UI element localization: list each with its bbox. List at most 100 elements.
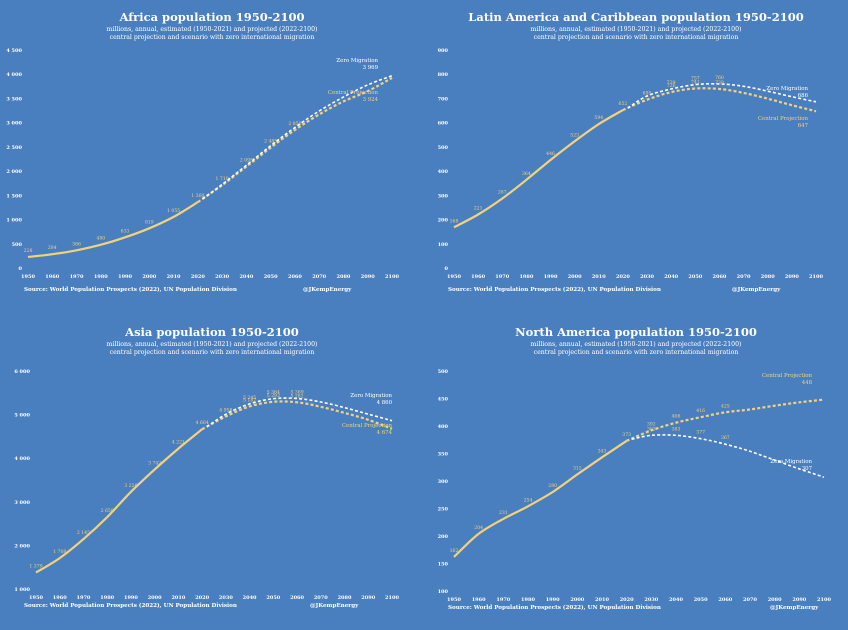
y-tick-label: 600 — [438, 121, 449, 127]
x-tick-label: 1970 — [495, 274, 509, 280]
x-tick-label: 2070 — [743, 597, 757, 603]
x-tick-label: 1980 — [100, 595, 114, 601]
chart-subtitle: millions, annual, estimated (1950-2021) … — [424, 341, 848, 357]
legend-zero-migration: Zero Migration 307 — [770, 459, 812, 472]
data-label: 741 — [691, 80, 700, 86]
y-tick-label: 100 — [438, 242, 449, 248]
y-tick-label: 500 — [438, 145, 449, 151]
x-tick-label: 1960 — [53, 595, 67, 601]
x-tick-label: 2100 — [385, 595, 399, 601]
data-label: 366 — [72, 241, 81, 247]
chart-panel-asia: Asia population 1950-2100 millions, annu… — [0, 315, 424, 630]
data-label: 5 364 — [267, 390, 280, 396]
x-tick-label: 1990 — [124, 595, 138, 601]
series-line-estimated — [453, 439, 628, 558]
data-label: 739 — [715, 80, 724, 86]
y-tick-label: 150 — [438, 562, 449, 568]
data-label: 416 — [696, 408, 705, 414]
x-tick-label: 2090 — [785, 274, 799, 280]
data-label: 1 055 — [167, 208, 180, 214]
series-line-estimated — [35, 428, 203, 574]
y-tick-label: 1 000 — [6, 218, 22, 224]
data-label: 228 — [24, 248, 33, 254]
y-tick-label: 300 — [438, 193, 449, 199]
series-line-central-projection — [622, 87, 817, 113]
data-label: 287 — [498, 189, 507, 195]
y-tick-label: 300 — [438, 479, 449, 485]
x-tick-label: 2080 — [337, 274, 351, 280]
data-label: 819 — [145, 219, 154, 225]
data-label: 2 485 — [264, 139, 277, 145]
y-tick-label: 400 — [438, 424, 449, 430]
x-tick-label: 2010 — [167, 274, 181, 280]
y-tick-label: 5 000 — [14, 413, 30, 419]
data-label: 280 — [548, 483, 557, 489]
legend-zero-migration: Zero Migration 3 969 — [336, 58, 378, 71]
x-tick-label: 2100 — [817, 597, 831, 603]
x-tick-label: 1950 — [447, 597, 461, 603]
source-note: Source: World Population Prospects (2022… — [448, 605, 661, 611]
x-tick-label: 2000 — [570, 597, 584, 603]
data-label: 254 — [524, 497, 533, 503]
x-tick-label: 1990 — [118, 274, 132, 280]
x-tick-label: 2000 — [148, 595, 162, 601]
data-label: 364 — [522, 171, 531, 177]
series-line-zero-migration — [631, 434, 825, 478]
subtitle-line-2: central projection and scenario with zer… — [109, 34, 315, 41]
x-tick-label: 1960 — [471, 274, 485, 280]
y-tick-label: 0 — [445, 266, 449, 272]
x-tick-label: 2070 — [314, 595, 328, 601]
y-tick-label: 500 — [12, 242, 23, 248]
x-tick-label: 2010 — [592, 274, 606, 280]
y-tick-label: 2 000 — [14, 543, 30, 549]
x-tick-label: 2060 — [718, 597, 732, 603]
data-label: 284 — [48, 245, 57, 251]
x-tick-label: 1970 — [70, 274, 84, 280]
x-tick-label: 1950 — [447, 274, 461, 280]
x-tick-label: 2050 — [264, 274, 278, 280]
x-tick-label: 2000 — [142, 274, 156, 280]
y-tick-label: 200 — [438, 218, 449, 224]
legend-zero-migration: Zero Migration 686 — [766, 86, 808, 99]
data-label: 312 — [573, 465, 582, 471]
x-tick-label: 2010 — [595, 597, 609, 603]
credit: @JKempEnergy — [310, 603, 359, 609]
x-tick-label: 1990 — [544, 274, 558, 280]
data-label: 1 360 — [191, 193, 204, 199]
data-label: 5 369 — [290, 390, 303, 396]
x-tick-label: 2080 — [761, 274, 775, 280]
chart-panel-north-america: North America population 1950-2100 milli… — [424, 315, 848, 630]
data-label: 760 — [715, 75, 724, 81]
data-label: 406 — [672, 414, 681, 420]
series-line-zero-migration — [202, 74, 393, 200]
x-tick-label: 2020 — [620, 597, 634, 603]
y-tick-label: 2 500 — [6, 145, 22, 151]
x-tick-label: 2010 — [171, 595, 185, 601]
y-tick-label: 4 000 — [14, 456, 30, 462]
x-tick-label: 2020 — [191, 274, 205, 280]
chart-subtitle: millions, annual, estimated (1950-2021) … — [0, 341, 424, 357]
x-tick-label: 1960 — [472, 597, 486, 603]
x-tick-label: 2070 — [737, 274, 751, 280]
x-tick-label: 2080 — [768, 597, 782, 603]
x-tick-label: 2040 — [239, 274, 253, 280]
x-tick-label: 2040 — [669, 597, 683, 603]
data-label: 726 — [667, 83, 676, 89]
x-tick-label: 1950 — [29, 595, 43, 601]
series-line-zero-migration — [206, 397, 393, 428]
data-label: 3 742 — [148, 460, 161, 466]
data-label: 2 095 — [240, 158, 253, 164]
data-label: 377 — [696, 430, 705, 436]
x-tick-label: 2050 — [266, 595, 280, 601]
chart-plot-latin-america: 0 100 200 300 400 500 600 700 800 900 1950 1960 1970… — [438, 48, 824, 280]
data-label: 2 650 — [101, 508, 114, 514]
subtitle-line-2: central projection and scenario with zer… — [533, 34, 739, 41]
data-label: 1 379 — [29, 563, 42, 569]
data-label: 425 — [721, 403, 730, 409]
y-tick-label: 350 — [438, 452, 449, 458]
x-tick-label: 2030 — [644, 597, 658, 603]
y-tick-label: 200 — [438, 534, 449, 540]
data-label: 695 — [643, 91, 652, 97]
data-label: 5 187 — [243, 397, 256, 403]
subtitle-line-2: central projection and scenario with zer… — [533, 349, 739, 356]
